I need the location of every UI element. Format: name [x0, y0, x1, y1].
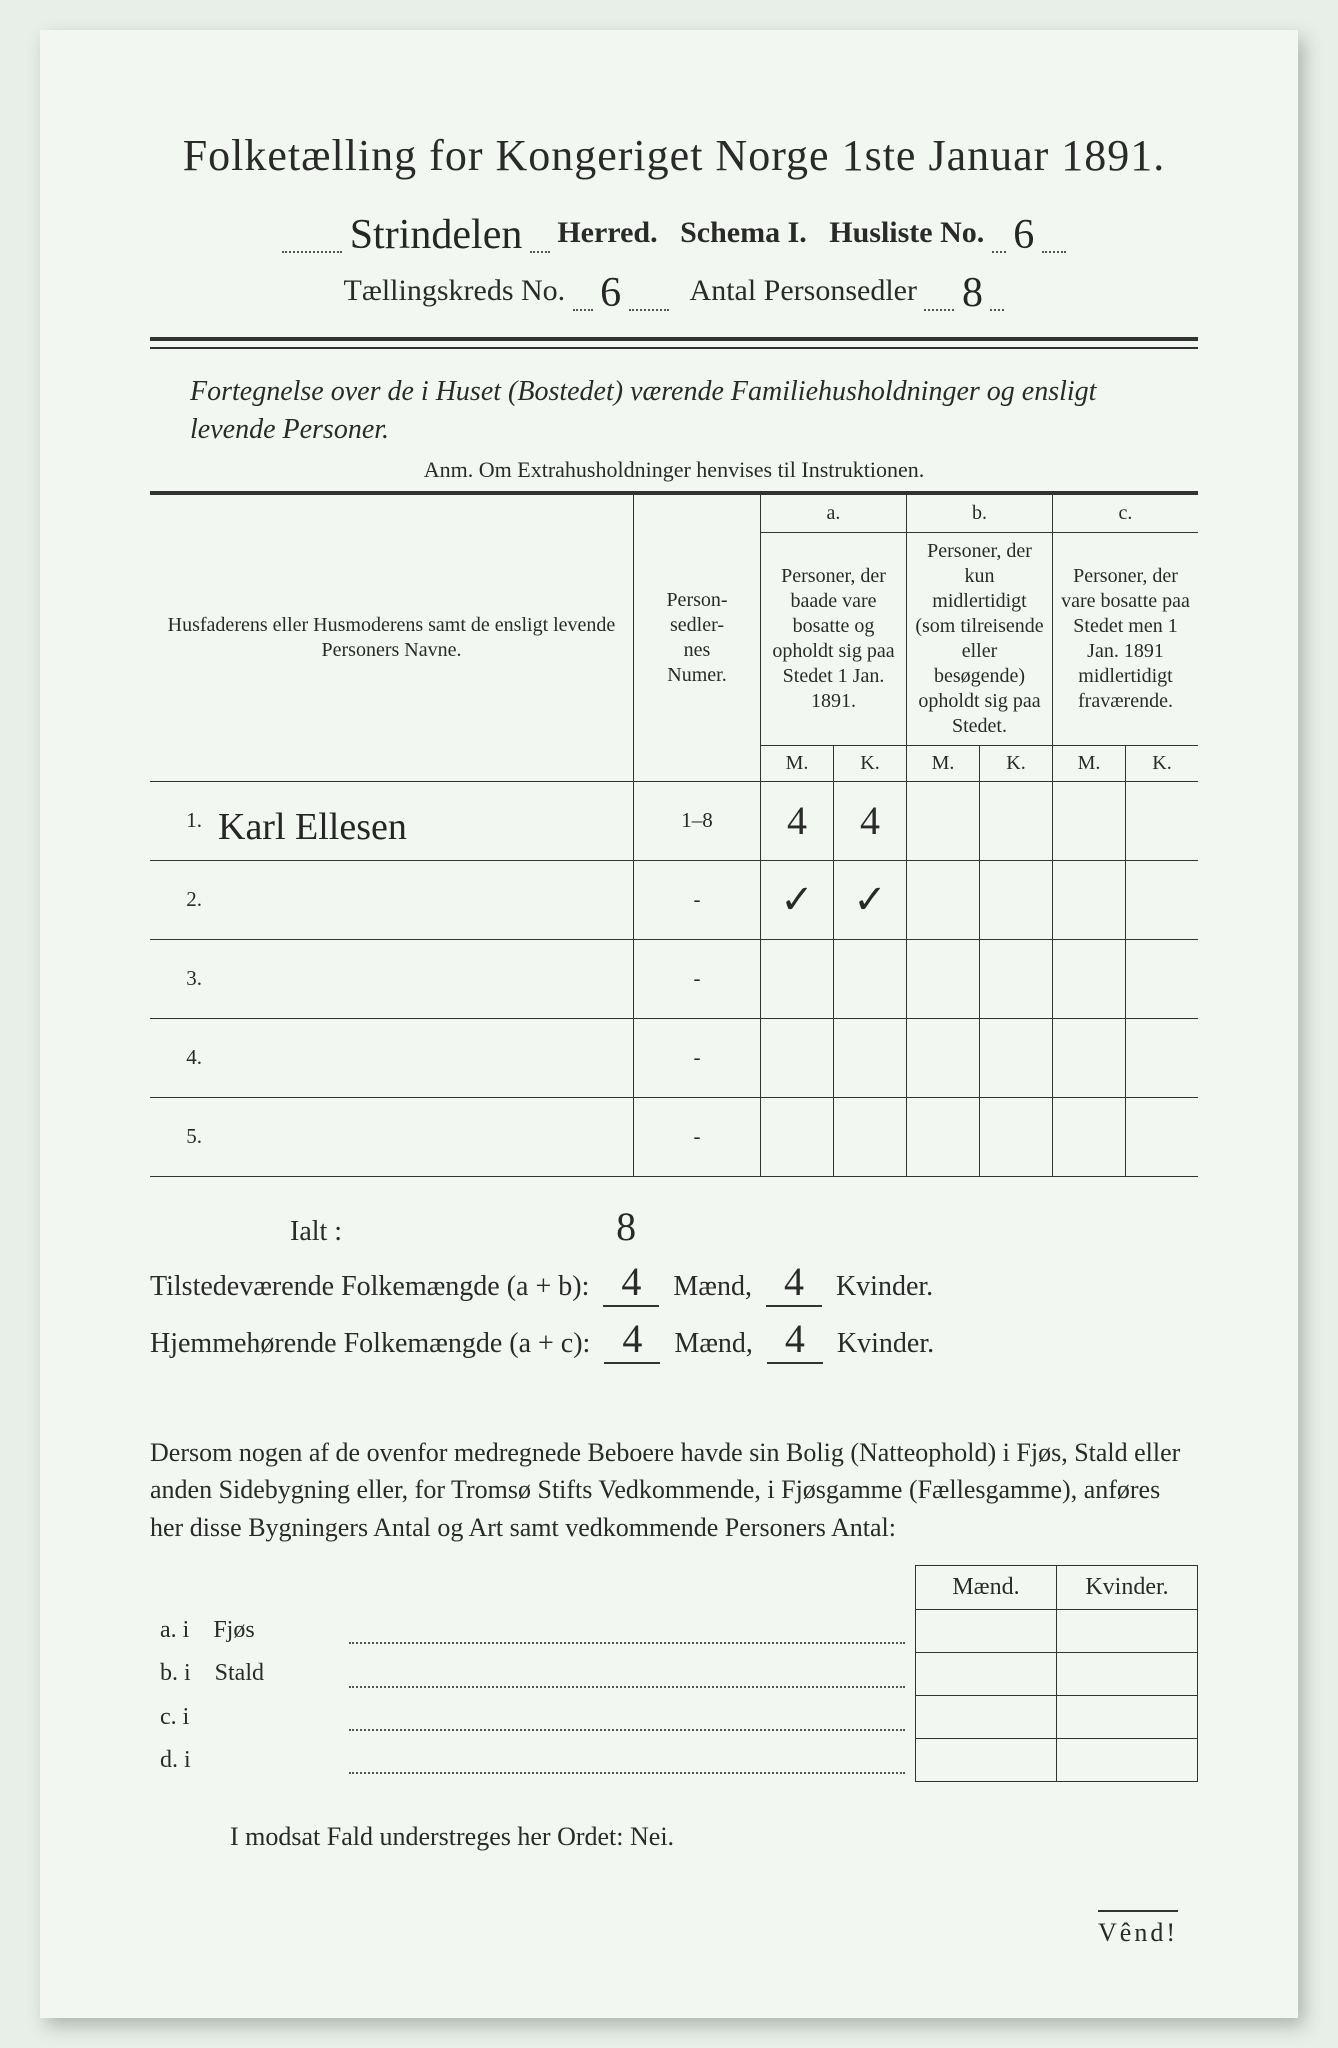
table-row: 3.-	[150, 939, 1198, 1018]
maend-label-2: Mænd,	[674, 1328, 753, 1359]
page-title: Folketælling for Kongeriget Norge 1ste J…	[150, 130, 1198, 181]
tilstede-M: 4	[603, 1258, 659, 1307]
col-name: Husfaderens eller Husmoderens samt de en…	[150, 493, 634, 782]
husliste-no: 6	[1013, 211, 1034, 259]
ialt-label: Ialt :	[290, 1216, 342, 1247]
fjos-table: Mænd. Kvinder. a. i Fjøsb. i Staldc. i d…	[150, 1565, 1198, 1783]
ialt-value: 8	[616, 1204, 636, 1249]
col-c-M: M.	[1053, 745, 1126, 781]
tilstede-K: 4	[766, 1258, 822, 1307]
table-row: 1.Karl Ellesen1–844	[150, 781, 1198, 860]
col-pers: Person- sedler- nes Numer.	[634, 493, 761, 782]
fjos-paragraph: Dersom nogen af de ovenfor medregnede Be…	[150, 1434, 1198, 1547]
table-row: 5.-	[150, 1097, 1198, 1176]
col-c-K: K.	[1126, 745, 1199, 781]
col-b-K: K.	[980, 745, 1053, 781]
fjos-row: c. i	[150, 1696, 1198, 1739]
col-a-label: a.	[761, 493, 907, 533]
table-row: 4.-	[150, 1018, 1198, 1097]
kvinder-label-1: Kvinder.	[836, 1271, 933, 1302]
maend-label-1: Mænd,	[673, 1271, 752, 1302]
schema-label: Schema I.	[680, 216, 807, 249]
col-a-M: M.	[761, 745, 834, 781]
herred-value: Strindelen	[350, 211, 523, 259]
husliste-label: Husliste No.	[829, 216, 984, 249]
col-c-text: Personer, der vare bosatte paa Stedet me…	[1053, 532, 1199, 745]
herred-label: Herred.	[557, 216, 657, 249]
hjemme-label: Hjemmehørende Folkemængde (a + c):	[150, 1328, 590, 1359]
nei-line: I modsat Fald understreges her Ordet: Ne…	[230, 1822, 1198, 1852]
fjos-row: b. i Stald	[150, 1652, 1198, 1695]
fjos-row: a. i Fjøs	[150, 1609, 1198, 1652]
tilstede-label: Tilstedeværende Folkemængde (a + b):	[150, 1271, 589, 1302]
anm-note: Anm. Om Extrahusholdninger henvises til …	[150, 457, 1198, 483]
subtitle: Fortegnelse over de i Huset (Bostedet) v…	[190, 373, 1158, 449]
header-line-herred: Strindelen Herred. Schema I. Husliste No…	[150, 205, 1198, 253]
totals-block: Ialt : 8 Tilstedeværende Folkemængde (a …	[150, 1203, 1198, 1364]
antal-label: Antal Personsedler	[690, 274, 917, 307]
fjos-row: d. i	[150, 1739, 1198, 1782]
household-table: Husfaderens eller Husmoderens samt de en…	[150, 491, 1198, 1177]
header-line-kreds: Tællingskreds No. 6 Antal Personsedler 8	[150, 263, 1198, 311]
fjos-hd-M: Mænd.	[916, 1565, 1057, 1609]
col-b-M: M.	[907, 745, 980, 781]
kreds-no: 6	[600, 269, 621, 317]
vend-label: Vênd!	[1098, 1910, 1178, 1948]
col-a-text: Personer, der baade vare bosatte og opho…	[761, 532, 907, 745]
hjemme-K: 4	[767, 1315, 823, 1364]
table-row: 2.-✓✓	[150, 860, 1198, 939]
antal-value: 8	[962, 269, 983, 317]
kreds-label: Tællingskreds No.	[344, 274, 566, 307]
col-a-K: K.	[834, 745, 907, 781]
col-b-text: Personer, der kun midlertidigt (som tilr…	[907, 532, 1053, 745]
col-b-label: b.	[907, 493, 1053, 533]
hjemme-M: 4	[604, 1315, 660, 1364]
census-form-sheet: Folketælling for Kongeriget Norge 1ste J…	[40, 30, 1298, 2018]
kvinder-label-2: Kvinder.	[837, 1328, 934, 1359]
fjos-hd-K: Kvinder.	[1057, 1565, 1198, 1609]
col-c-label: c.	[1053, 493, 1199, 533]
